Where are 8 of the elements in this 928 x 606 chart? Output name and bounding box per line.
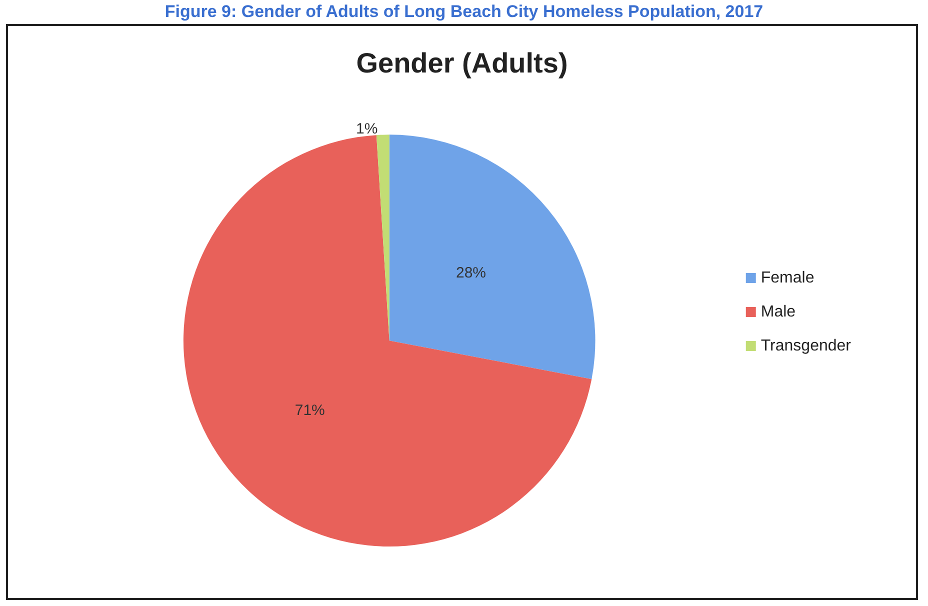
chart-title: Gender (Adults) bbox=[356, 48, 568, 78]
legend-label: Female bbox=[760, 270, 814, 286]
chart-subtitle: Figure 9: Gender of Adults of Long Beach City Homeless Population, 2017 bbox=[164, 1, 764, 23]
legend-label: Transgender bbox=[760, 338, 852, 354]
data-label: 71% bbox=[294, 402, 325, 420]
data-label: 1% bbox=[356, 120, 378, 138]
legend-label: Male bbox=[760, 304, 796, 320]
data-label: 28% bbox=[456, 264, 486, 282]
